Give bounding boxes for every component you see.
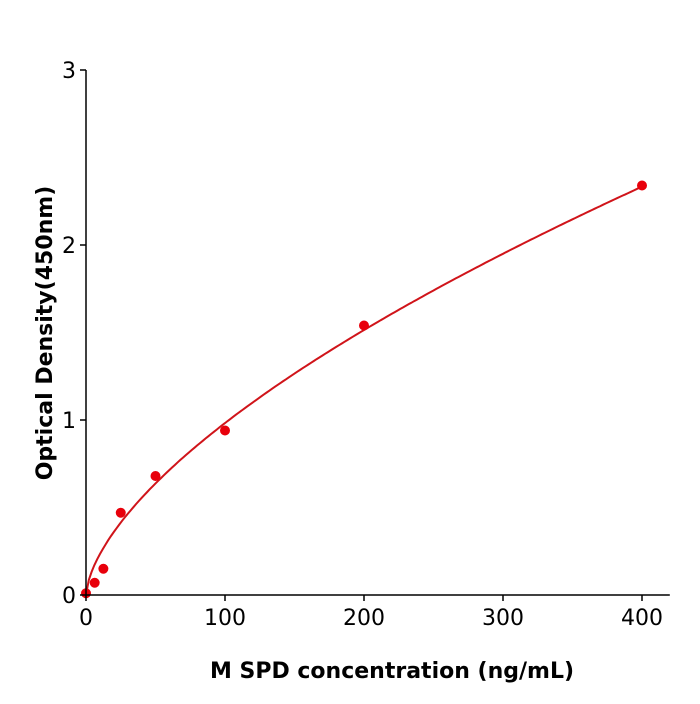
data-point	[89, 577, 100, 588]
x-tick-label: 400	[621, 606, 663, 631]
y-tick-label: 1	[62, 409, 76, 434]
data-point	[220, 425, 230, 436]
y-tick-label: 3	[62, 59, 76, 84]
data-point	[115, 507, 126, 518]
x-axis-label: M SPD concentration (ng/mL)	[210, 659, 574, 684]
fit-curve-line	[85, 185, 643, 596]
axes: 0 100 200 300 400 0 1 2 3	[62, 59, 670, 631]
x-tick-label: 300	[482, 606, 524, 631]
y-tick-label: 0	[62, 584, 76, 609]
x-tick-label: 100	[204, 606, 246, 631]
y-axis-label: Optical Density(450nm)	[33, 186, 58, 481]
data-point	[150, 471, 161, 481]
data-point	[98, 563, 109, 574]
y-tick-label: 2	[62, 234, 76, 259]
data-point	[637, 180, 647, 191]
data-point	[359, 320, 369, 331]
data-points	[81, 180, 647, 599]
x-tick-label: 0	[79, 606, 93, 631]
fit-curve-layer	[85, 185, 643, 596]
x-tick-label: 200	[343, 606, 385, 631]
